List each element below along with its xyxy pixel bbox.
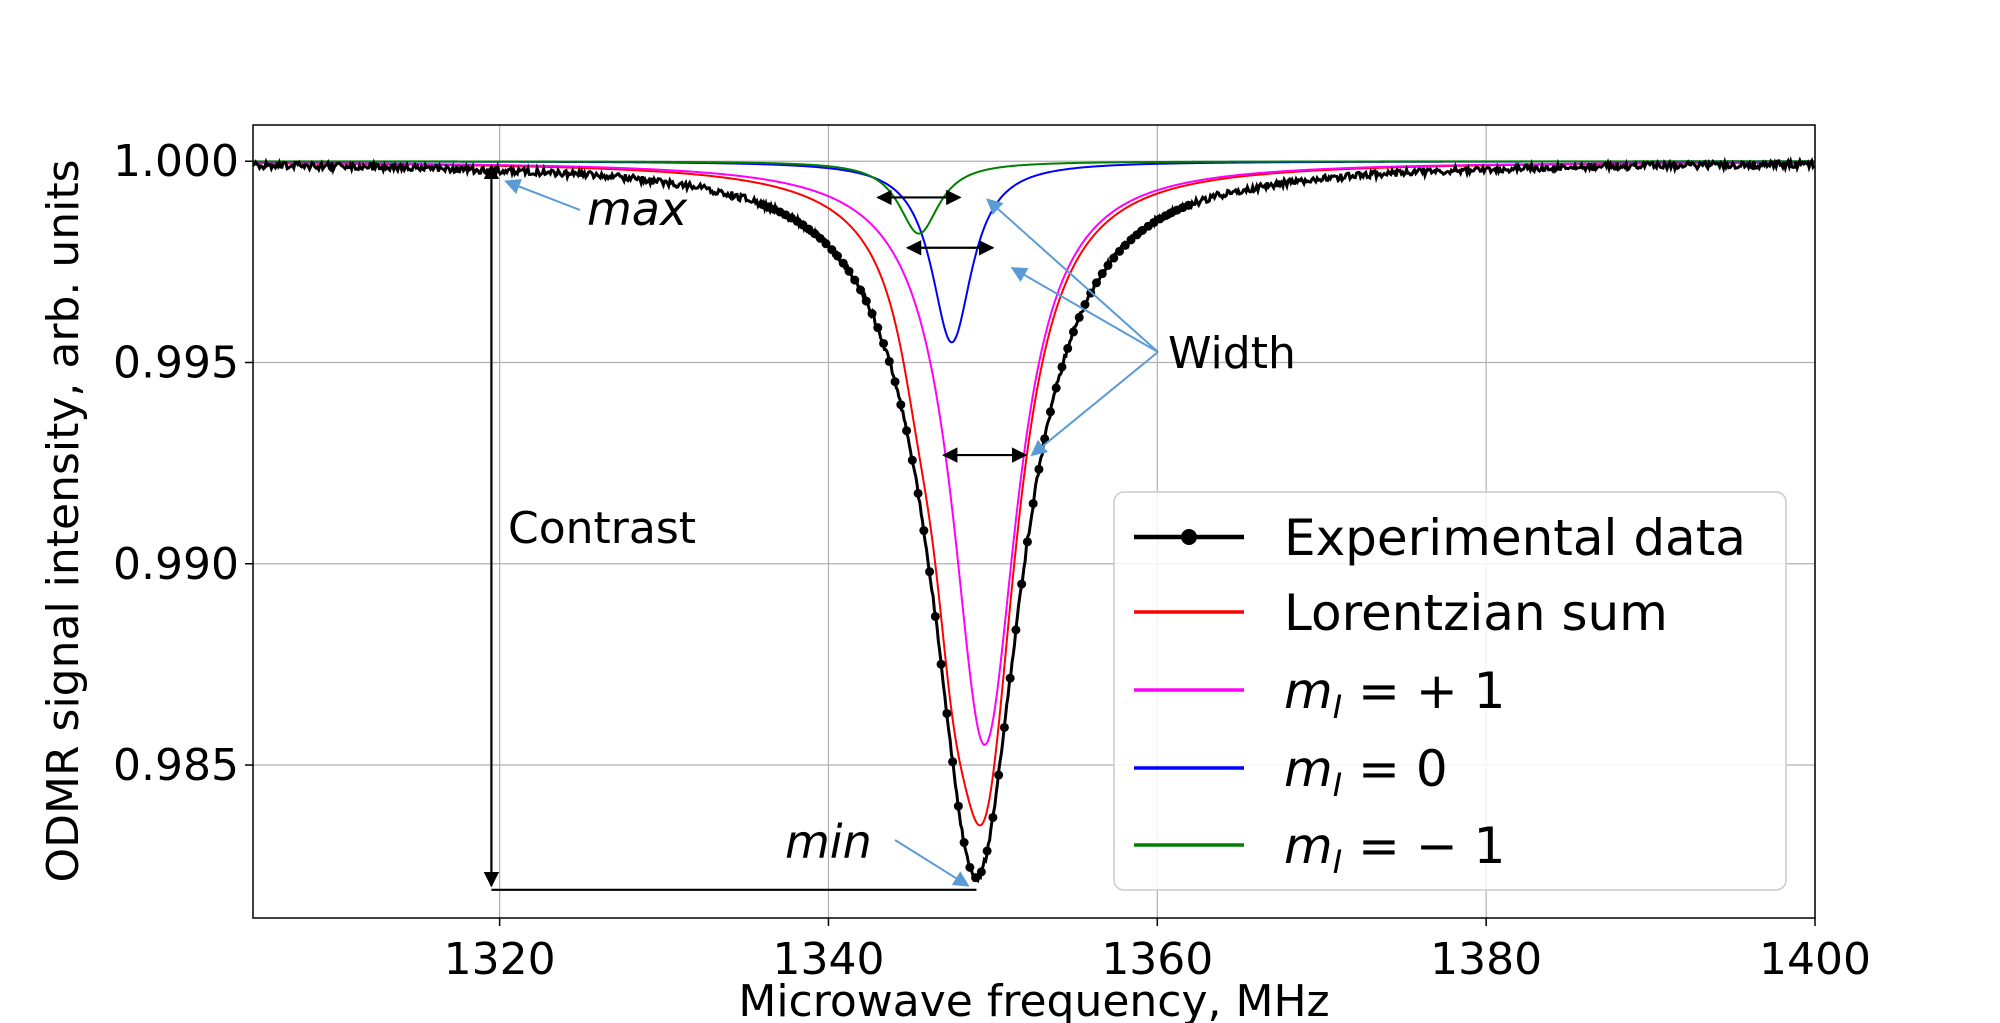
data-point (1011, 625, 1021, 635)
data-point (994, 770, 1004, 780)
min-label: min (785, 815, 872, 869)
data-point (936, 659, 946, 669)
data-point (1114, 246, 1124, 256)
data-point (1045, 407, 1055, 417)
data-point (1068, 327, 1078, 337)
width-pointer-arrow (1010, 267, 1159, 353)
y-tick-label: 0.995 (113, 337, 239, 388)
min-pointer-arrow (894, 839, 970, 887)
data-point (861, 296, 871, 306)
annotations: max min Contrast Width (483, 163, 1296, 891)
data-point (884, 356, 894, 366)
data-point (988, 812, 998, 822)
max-pointer-arrow (504, 179, 581, 211)
data-point (953, 801, 963, 811)
legend-box (1113, 491, 1787, 891)
x-tick-label: 1320 (444, 934, 556, 985)
data-point (930, 611, 940, 621)
width-pointer-arrow (1030, 351, 1159, 457)
data-point (1080, 300, 1090, 310)
x-tick-label: 1360 (1101, 934, 1213, 985)
data-point (1017, 579, 1027, 589)
data-point (1109, 253, 1119, 263)
x-tick-label: 1340 (772, 934, 884, 985)
data-point (1074, 312, 1084, 322)
legend-label-exp: Experimental data (1284, 509, 1746, 567)
data-point (1051, 383, 1061, 393)
data-point (850, 275, 860, 285)
data-point (959, 838, 969, 848)
data-point (1063, 343, 1073, 353)
data-point (942, 708, 952, 718)
data-point (1034, 464, 1044, 474)
data-point (1097, 269, 1107, 279)
y-axis-ticks: 0.985 0.990 0.995 1.000 (113, 136, 253, 791)
legend-label-m0: mI = 0 (1284, 740, 1448, 804)
data-point (1028, 499, 1038, 509)
plot-frame (252, 124, 1816, 919)
data-point (879, 338, 889, 348)
curves (253, 155, 1815, 884)
data-point (999, 722, 1009, 732)
data-point (821, 239, 831, 249)
data-point (913, 488, 923, 498)
width-pointer-arrow (986, 198, 1159, 353)
data-point (856, 285, 866, 295)
legend-marker (1181, 529, 1197, 545)
y-tick-label: 0.990 (113, 539, 239, 590)
data-point (902, 426, 912, 436)
data-point (833, 251, 843, 261)
x-tick-label: 1380 (1430, 934, 1542, 985)
data-point (1022, 537, 1032, 547)
data-point (844, 266, 854, 276)
data-point (890, 377, 900, 387)
y-tick-label: 0.985 (113, 740, 239, 791)
data-point (1005, 673, 1015, 683)
width-label: Width (1168, 328, 1296, 379)
data-point (976, 867, 986, 877)
data-point (838, 258, 848, 268)
data-point (982, 846, 992, 856)
data-point (867, 309, 877, 319)
max-label: max (587, 182, 688, 236)
data-point (925, 567, 935, 577)
data-point (971, 873, 981, 883)
legend-label-mm1: mI = − 1 (1284, 817, 1505, 881)
data-point (907, 455, 917, 465)
y-tick-label: 1.000 (113, 136, 239, 187)
series-line-mp1 (253, 161, 1815, 746)
data-point (873, 323, 883, 333)
y-axis-label: ODMR signal intensity, arb. units (38, 159, 89, 882)
data-point (1120, 240, 1130, 250)
legend-label-sum: Lorentzian sum (1284, 584, 1668, 642)
data-point (896, 400, 906, 410)
data-point (1091, 278, 1101, 288)
data-point (965, 862, 975, 872)
data-point (815, 233, 825, 243)
x-axis-label: Microwave frequency, MHz (738, 976, 1329, 1023)
data-point (1103, 260, 1113, 270)
series-line-m0 (253, 160, 1815, 344)
x-axis-ticks: 1320 1340 1360 1380 1400 (444, 918, 1871, 985)
data-point (948, 757, 958, 767)
legend: Experimental data Lorentzian sum mI = + 1 m… (1113, 491, 1787, 891)
contrast-label: Contrast (508, 503, 696, 554)
data-point (919, 526, 929, 536)
data-point (1184, 200, 1194, 210)
x-tick-label: 1400 (1759, 934, 1871, 985)
data-point (827, 245, 837, 255)
data-point (1057, 362, 1067, 372)
series-line-mm1 (253, 160, 1815, 235)
legend-label-mp1: mI = + 1 (1284, 662, 1505, 726)
